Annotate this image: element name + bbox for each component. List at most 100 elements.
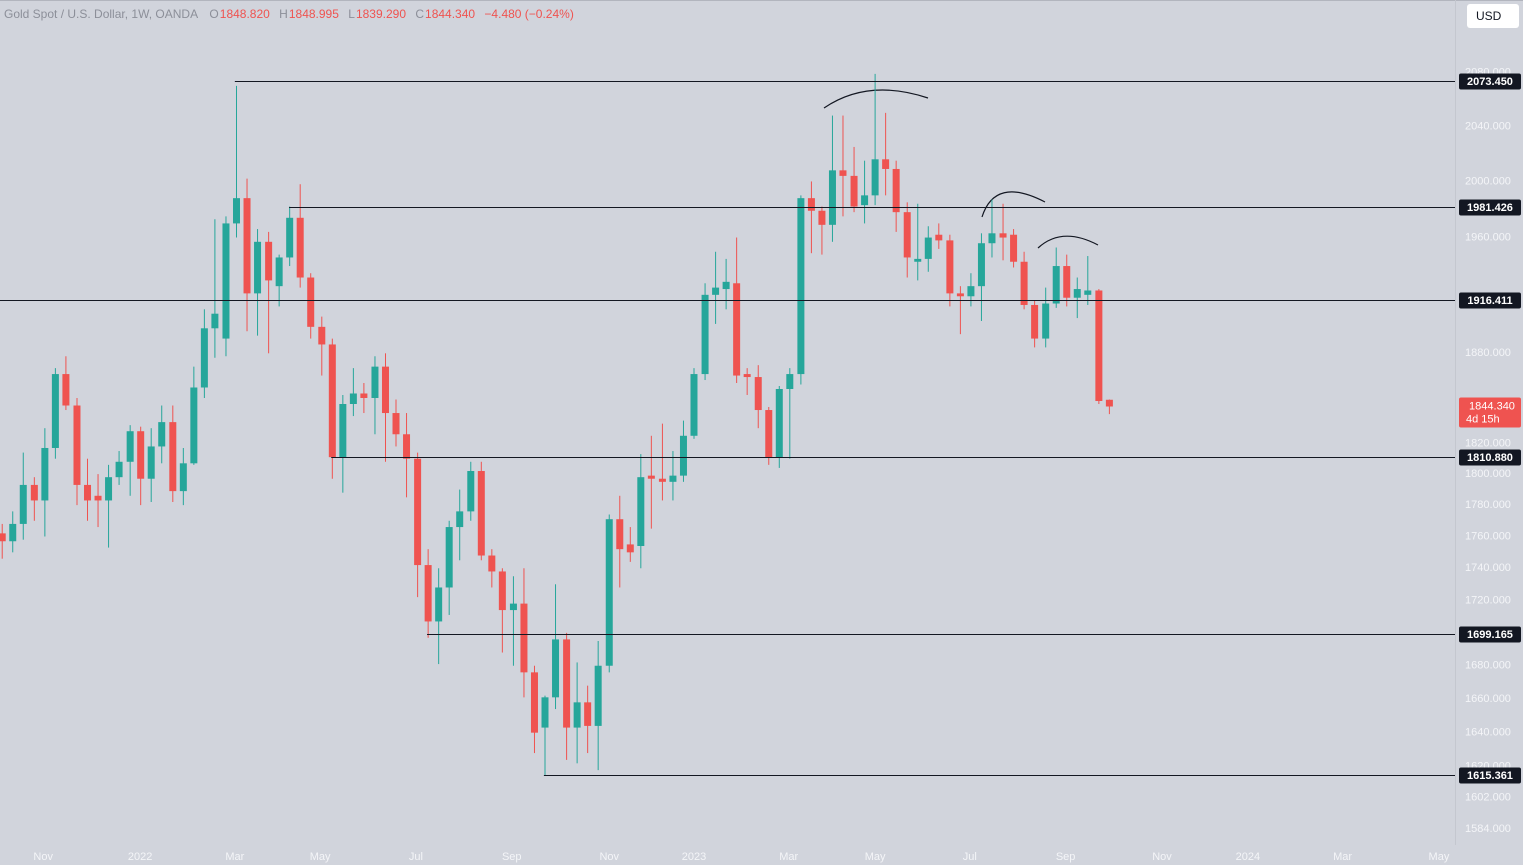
x-tick-label: May <box>865 851 886 863</box>
candle-body <box>179 463 187 492</box>
candle-body <box>445 527 453 588</box>
symbol-name: Gold Spot / U.S. Dollar, 1W, OANDA <box>4 7 199 21</box>
price-change: −4.480 (−0.24%) <box>484 7 574 21</box>
candle-body <box>722 281 730 290</box>
candle-body <box>797 198 805 375</box>
candle-body <box>265 241 273 281</box>
candle-body <box>988 233 996 244</box>
x-tick-label: 2023 <box>682 851 706 863</box>
level-label-box <box>1459 73 1521 90</box>
candle-body <box>30 484 38 501</box>
candle-body <box>200 328 208 388</box>
candle-body <box>786 374 794 389</box>
x-tick-label: 2024 <box>1236 851 1260 863</box>
y-tick-label: 1584.000 <box>1465 823 1511 835</box>
candle-body <box>807 198 815 211</box>
candle-body <box>318 326 326 345</box>
ohlc-value: 1839.290 <box>355 7 406 21</box>
candle-body <box>1063 266 1071 298</box>
ohlc-label: H <box>279 7 288 21</box>
last-price-box <box>1459 397 1521 428</box>
candle-body <box>488 555 496 572</box>
y-tick-label: 2000.000 <box>1465 175 1511 187</box>
candle-body <box>563 639 571 728</box>
candle-body <box>956 293 964 297</box>
candle-body <box>62 374 70 406</box>
candle-body <box>286 217 294 258</box>
x-tick-label: 2022 <box>128 851 152 863</box>
candle-body <box>456 511 464 528</box>
candle-body <box>232 198 240 224</box>
candle-body <box>850 175 858 207</box>
x-tick-label: Mar <box>779 851 798 863</box>
candle-body <box>190 387 198 464</box>
candle-body <box>701 294 709 375</box>
x-tick-label: Mar <box>225 851 244 863</box>
candle-body <box>360 393 368 398</box>
arc-drawing <box>981 191 1046 218</box>
candle-body <box>924 237 932 259</box>
candle-body <box>94 495 102 501</box>
level-label: 1699.165 <box>1467 629 1513 641</box>
candle-body <box>861 195 869 206</box>
currency-button[interactable]: USD <box>1467 4 1519 28</box>
y-tick-label: 1660.000 <box>1465 693 1511 705</box>
candle-body <box>967 286 975 297</box>
candle-body <box>424 565 432 622</box>
candle-body <box>1010 234 1018 262</box>
y-tick-label: 1740.000 <box>1465 562 1511 574</box>
candle-body <box>733 283 741 376</box>
level-label: 1981.426 <box>1467 202 1513 214</box>
level-label: 2073.450 <box>1467 76 1513 88</box>
x-tick-label: Mar <box>1333 851 1352 863</box>
y-tick-label: 1602.000 <box>1465 792 1511 804</box>
ohlc-label: C <box>415 7 425 21</box>
candle-body <box>41 447 49 501</box>
candle-body <box>403 434 411 459</box>
level-label-box <box>1459 767 1521 784</box>
candles <box>0 73 1113 776</box>
candle-body <box>1073 289 1081 298</box>
candle-body <box>584 702 592 726</box>
y-tick-label: 1780.000 <box>1465 499 1511 511</box>
y-tick-label: 1640.000 <box>1465 727 1511 739</box>
y-tick-label: 1800.000 <box>1465 468 1511 480</box>
candle-body <box>1084 290 1092 295</box>
level-label-box <box>1459 626 1521 643</box>
candle-body <box>73 405 81 485</box>
candle-body <box>658 478 666 482</box>
candle-body <box>84 484 92 501</box>
y-tick-label: 1960.000 <box>1465 231 1511 243</box>
candle-body <box>754 377 762 411</box>
arc-drawing <box>823 89 929 109</box>
x-tick-label: Jul <box>409 851 423 863</box>
candle-body <box>743 374 751 378</box>
level-label-box <box>1459 292 1521 309</box>
candle-body <box>467 471 475 512</box>
level-label-box <box>1459 199 1521 216</box>
level-label: 1916.411 <box>1467 295 1512 307</box>
ohlc-value: 1848.820 <box>219 7 270 21</box>
candle-body <box>573 702 581 728</box>
candle-body <box>339 404 347 458</box>
symbol-header: Gold Spot / U.S. Dollar, 1W, OANDA O1848… <box>4 7 580 21</box>
y-tick-label: 2040.000 <box>1465 120 1511 132</box>
candle-body <box>765 410 773 458</box>
x-tick-label: Nov <box>1152 851 1172 863</box>
ohlc-value: 1844.340 <box>425 7 476 21</box>
x-tick-label: Nov <box>599 851 619 863</box>
level-label: 1810.880 <box>1467 452 1513 464</box>
candle-body <box>605 519 613 666</box>
candle-body <box>211 313 219 329</box>
candle-body <box>775 388 783 458</box>
arc-drawing <box>1037 235 1099 249</box>
candle-body <box>679 435 687 476</box>
x-tick-label: Jul <box>963 851 977 863</box>
candle-body <box>1020 261 1028 305</box>
candle-body <box>892 168 900 213</box>
candle-body <box>690 374 698 436</box>
ohlc-label: O <box>209 7 219 21</box>
y-tick-label: 1680.000 <box>1465 660 1511 672</box>
candle-body <box>169 422 177 492</box>
